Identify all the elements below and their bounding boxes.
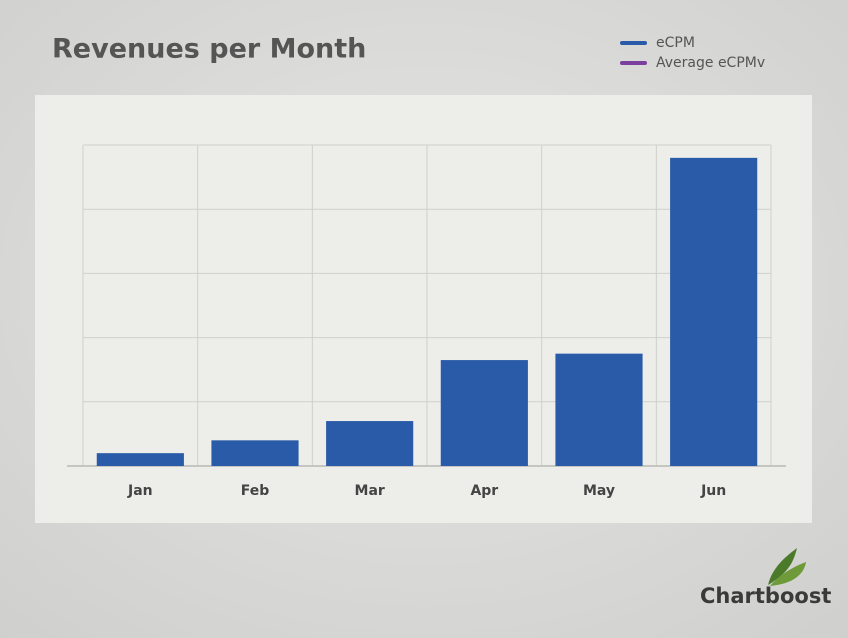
bar [555, 353, 643, 466]
bar [96, 453, 184, 466]
x-tick-label: Apr [470, 483, 498, 499]
bar [670, 157, 758, 466]
x-tick-label: Jan [127, 483, 153, 499]
x-tick-label: May [583, 483, 615, 499]
brand-logo: Chartboost [700, 548, 831, 608]
x-tick-label: Jun [700, 483, 726, 499]
x-tick-label: Mar [355, 483, 385, 499]
chart-title: Revenues per Month [52, 34, 366, 65]
brand-name: Chartboost [700, 584, 831, 608]
bar [326, 421, 414, 466]
bar [440, 360, 528, 466]
x-tick-label: Feb [241, 483, 270, 499]
bar [211, 440, 299, 466]
legend-label: Average eCPMv [656, 55, 765, 71]
logo-leaf [770, 562, 806, 586]
legend-label: eCPM [656, 35, 695, 51]
logo-leaf [768, 548, 797, 585]
